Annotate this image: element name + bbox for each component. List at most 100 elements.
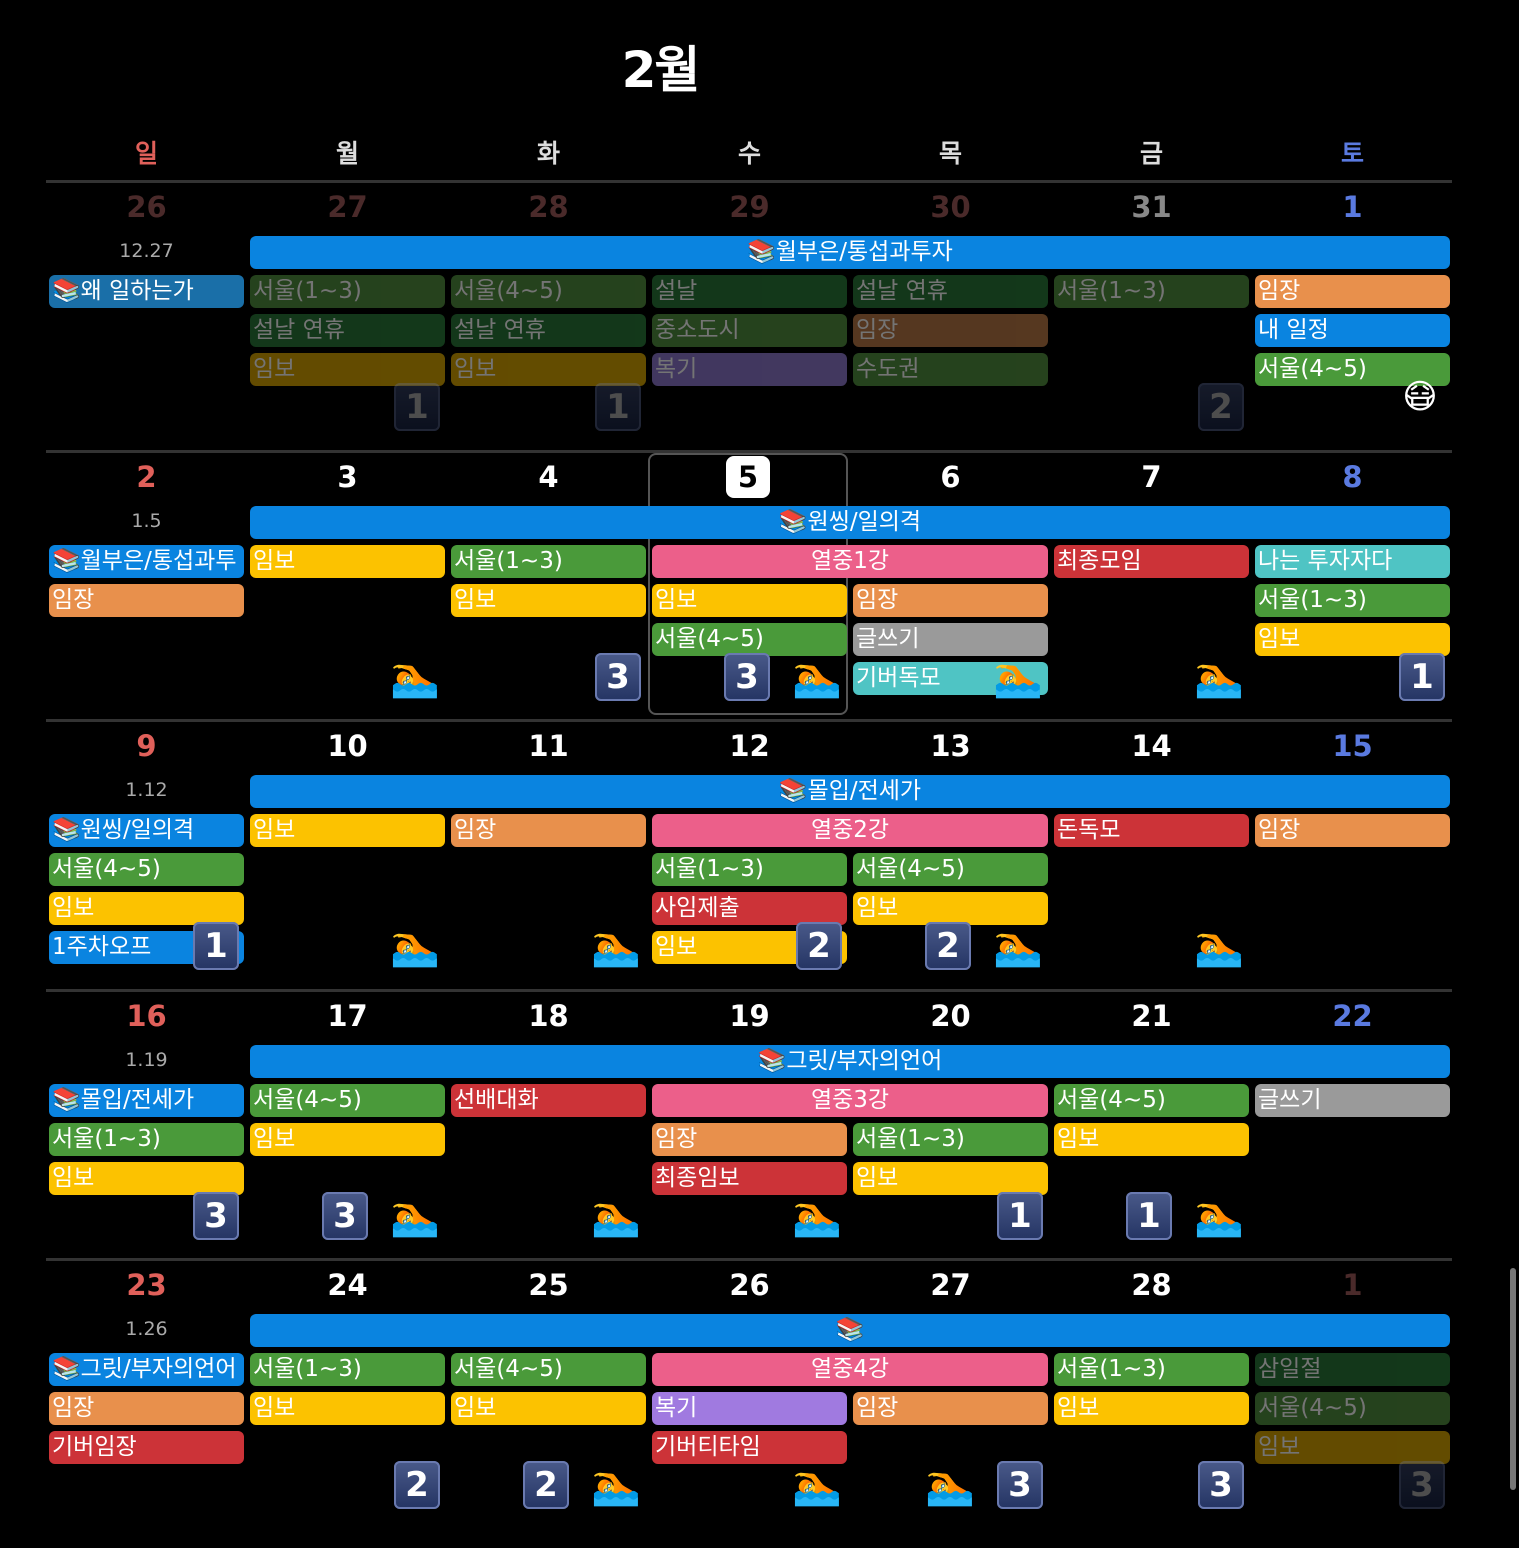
date-number[interactable]: 3: [337, 459, 358, 494]
event-chip[interactable]: 📚왜 일하는가: [49, 275, 244, 308]
date-number[interactable]: 10: [327, 729, 368, 763]
event-chip[interactable]: 설날 연휴: [451, 314, 646, 347]
event-chip[interactable]: 서울(1~3): [853, 1122, 1048, 1156]
date-number[interactable]: 27: [930, 1268, 971, 1302]
event-chip[interactable]: 열중1강: [652, 544, 1048, 578]
count-badge[interactable]: 1: [1126, 1191, 1172, 1240]
event-chip[interactable]: 열중4강: [652, 1353, 1048, 1386]
event-chip[interactable]: 임장: [652, 1122, 847, 1156]
event-chip[interactable]: 서울(4~5): [49, 853, 244, 886]
event-chip[interactable]: 서울(4~5): [652, 622, 847, 656]
date-number[interactable]: 26: [126, 190, 167, 224]
date-number[interactable]: 19: [729, 998, 770, 1033]
event-chip[interactable]: 임장: [49, 583, 244, 617]
event-chip[interactable]: 임보: [250, 544, 445, 578]
event-chip[interactable]: 삼일절: [1255, 1353, 1450, 1386]
event-chip[interactable]: 서울(4~5): [451, 275, 646, 308]
event-chip[interactable]: 임보: [250, 1122, 445, 1156]
date-number[interactable]: 17: [327, 998, 368, 1033]
event-chip[interactable]: 임장: [853, 1392, 1048, 1425]
event-chip[interactable]: 열중3강: [652, 1083, 1048, 1117]
event-chip[interactable]: 📚월부은/통섭과투: [49, 544, 244, 578]
date-number[interactable]: 14: [1131, 729, 1172, 763]
date-number[interactable]: 4: [538, 459, 559, 494]
event-chip[interactable]: 서울(4~5): [853, 853, 1048, 886]
date-number[interactable]: 7: [1141, 459, 1162, 494]
date-number[interactable]: 1: [1342, 190, 1363, 224]
event-chip[interactable]: 서울(1~3): [652, 853, 847, 886]
spanning-event[interactable]: 📚몰입/전세가: [250, 775, 1450, 808]
event-chip[interactable]: 글쓰기: [853, 622, 1048, 656]
date-number[interactable]: 9: [136, 729, 157, 763]
date-number[interactable]: 11: [528, 729, 569, 763]
event-chip[interactable]: 서울(1~3): [451, 544, 646, 578]
event-chip[interactable]: 임보: [1054, 1392, 1249, 1425]
event-chip[interactable]: 임장: [853, 583, 1048, 617]
event-chip[interactable]: 임보: [1255, 622, 1450, 656]
event-chip[interactable]: 📚그릿/부자의언어: [49, 1353, 244, 1386]
date-number[interactable]: 21: [1131, 998, 1172, 1033]
event-chip[interactable]: 최종모임: [1054, 544, 1249, 578]
count-badge[interactable]: 3: [724, 652, 770, 701]
date-number[interactable]: 20: [930, 998, 971, 1033]
event-chip[interactable]: 임보: [49, 892, 244, 925]
event-chip[interactable]: 복기: [652, 353, 847, 386]
count-badge[interactable]: 3: [997, 1461, 1043, 1509]
event-chip[interactable]: 서울(1~3): [49, 1122, 244, 1156]
event-chip[interactable]: 임장: [1255, 275, 1450, 308]
event-chip[interactable]: 임보: [250, 1392, 445, 1425]
event-chip[interactable]: 최종임보: [652, 1161, 847, 1195]
date-number[interactable]: 31: [1131, 190, 1172, 224]
event-chip[interactable]: 임보: [853, 892, 1048, 925]
count-badge[interactable]: 2: [1198, 383, 1244, 431]
event-chip[interactable]: 설날 연휴: [853, 275, 1048, 308]
spanning-event[interactable]: 📚그릿/부자의언어: [250, 1044, 1450, 1078]
count-badge[interactable]: 1: [1399, 652, 1445, 701]
event-chip[interactable]: 기버임장: [49, 1431, 244, 1464]
event-chip[interactable]: 임보: [853, 1161, 1048, 1195]
event-chip[interactable]: 글쓰기: [1255, 1083, 1450, 1117]
event-chip[interactable]: 서울(4~5): [1255, 353, 1450, 386]
event-chip[interactable]: 서울(1~3): [250, 275, 445, 308]
count-badge[interactable]: 2: [925, 922, 971, 970]
event-chip[interactable]: 임장: [451, 814, 646, 847]
event-chip[interactable]: 임장: [1255, 814, 1450, 847]
date-number[interactable]: 6: [940, 459, 961, 494]
event-chip[interactable]: 복기: [652, 1392, 847, 1425]
event-chip[interactable]: 📚원씽/일의격: [49, 814, 244, 847]
event-chip[interactable]: 서울(1~3): [1054, 1353, 1249, 1386]
event-chip[interactable]: 중소도시: [652, 314, 847, 347]
date-number[interactable]: 15: [1332, 729, 1373, 763]
date-number[interactable]: 30: [930, 190, 971, 224]
count-badge[interactable]: 1: [394, 383, 440, 431]
date-number[interactable]: 27: [327, 190, 368, 224]
event-chip[interactable]: 서울(4~5): [250, 1083, 445, 1117]
event-chip[interactable]: 선배대화: [451, 1083, 646, 1117]
event-chip[interactable]: 서울(1~3): [1255, 583, 1450, 617]
event-chip[interactable]: 나는 투자자다: [1255, 544, 1450, 578]
date-number[interactable]: 2: [136, 459, 157, 494]
event-chip[interactable]: 기버티타임: [652, 1431, 847, 1464]
date-number[interactable]: 23: [126, 1268, 167, 1302]
date-number[interactable]: 28: [1131, 1268, 1172, 1302]
spanning-event[interactable]: 📚: [250, 1314, 1450, 1347]
event-chip[interactable]: 임보: [451, 353, 646, 386]
event-chip[interactable]: 임보: [1255, 1431, 1450, 1464]
date-number[interactable]: 8: [1342, 459, 1363, 494]
event-chip[interactable]: 서울(4~5): [451, 1353, 646, 1386]
event-chip[interactable]: 임장: [49, 1392, 244, 1425]
date-number[interactable]: 16: [126, 998, 167, 1033]
event-chip[interactable]: 임보: [652, 583, 847, 617]
event-chip[interactable]: 설날 연휴: [250, 314, 445, 347]
event-chip[interactable]: 서울(1~3): [250, 1353, 445, 1386]
date-number[interactable]: 24: [327, 1268, 368, 1302]
count-badge[interactable]: 3: [595, 652, 641, 701]
event-chip[interactable]: 임보: [250, 814, 445, 847]
date-number[interactable]: 29: [729, 190, 770, 224]
event-chip[interactable]: 설날: [652, 275, 847, 308]
spanning-event[interactable]: 📚원씽/일의격: [250, 505, 1450, 539]
count-badge[interactable]: 1: [997, 1191, 1043, 1240]
event-chip[interactable]: 사임제출: [652, 892, 847, 925]
today-date[interactable]: 5: [726, 456, 770, 498]
date-number[interactable]: 13: [930, 729, 971, 763]
